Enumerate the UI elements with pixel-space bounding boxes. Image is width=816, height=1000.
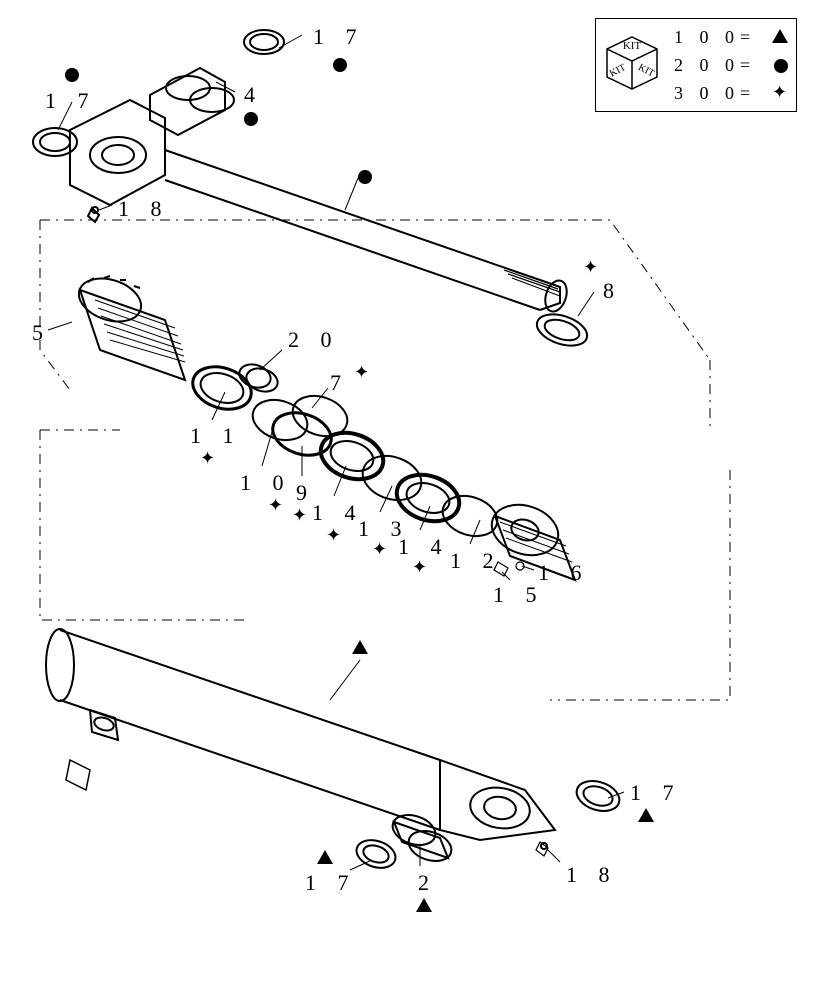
callout-12: 1 2 xyxy=(450,548,502,574)
kit-row-300: 3 0 0= xyxy=(674,83,756,104)
callout-5: 5 xyxy=(32,320,51,346)
callout-14a: 1 4 xyxy=(312,500,364,526)
callout-7: 7 xyxy=(330,370,349,396)
callout-18b: 1 8 xyxy=(566,862,618,888)
callout-rod-sym xyxy=(358,170,372,184)
kit-legend-box: KIT KIT KIT 1 0 0= 2 0 0= 3 0 0= ✦ xyxy=(595,18,797,112)
callout-17b: 1 7 xyxy=(45,88,97,114)
callout-4-sym xyxy=(244,112,258,126)
kit-sym-circle xyxy=(774,59,788,73)
kit-sym-triangle xyxy=(772,29,788,43)
callout-17d-sym xyxy=(317,850,333,864)
callout-10: 1 0 xyxy=(240,470,292,496)
callout-8: 8 xyxy=(603,278,622,304)
callout-14a-sym: ✦ xyxy=(326,528,341,542)
callout-15: 1 5 xyxy=(493,582,545,608)
kit-row-200: 2 0 0= xyxy=(674,55,756,76)
callout-20: 2 0 xyxy=(288,327,340,353)
kit-row-100: 1 0 0= xyxy=(674,27,756,48)
callout-17a: 1 7 xyxy=(313,24,365,50)
callout-cyl-sym xyxy=(352,640,368,654)
callout-2: 2 xyxy=(418,870,437,896)
callout-14b-sym: ✦ xyxy=(412,560,427,574)
callout-10-sym: ✦ xyxy=(268,498,283,512)
callout-11: 1 1 xyxy=(190,423,242,449)
callout-17a-sym xyxy=(333,58,347,72)
kit-sym-star: ✦ xyxy=(772,85,787,99)
kit-cube-label-top: KIT xyxy=(623,40,642,52)
callout-13-sym: ✦ xyxy=(372,542,387,556)
callout-2-sym xyxy=(416,898,432,912)
exploded-diagram xyxy=(0,0,816,1000)
callout-17c-sym xyxy=(638,808,654,822)
callout-4: 4 xyxy=(244,82,263,108)
callout-7-sym: ✦ xyxy=(354,365,369,379)
callout-18: 1 8 xyxy=(118,196,170,222)
callout-11-sym: ✦ xyxy=(200,451,215,465)
callout-9-sym: ✦ xyxy=(292,508,307,522)
callout-8-sym: ✦ xyxy=(583,260,598,274)
callout-16: 1 6 xyxy=(538,560,590,586)
kit-cube-icon: KIT KIT KIT xyxy=(602,33,664,95)
callout-17b-sym xyxy=(65,68,79,82)
callout-17c: 1 7 xyxy=(630,780,682,806)
callout-17d: 1 7 xyxy=(305,870,357,896)
